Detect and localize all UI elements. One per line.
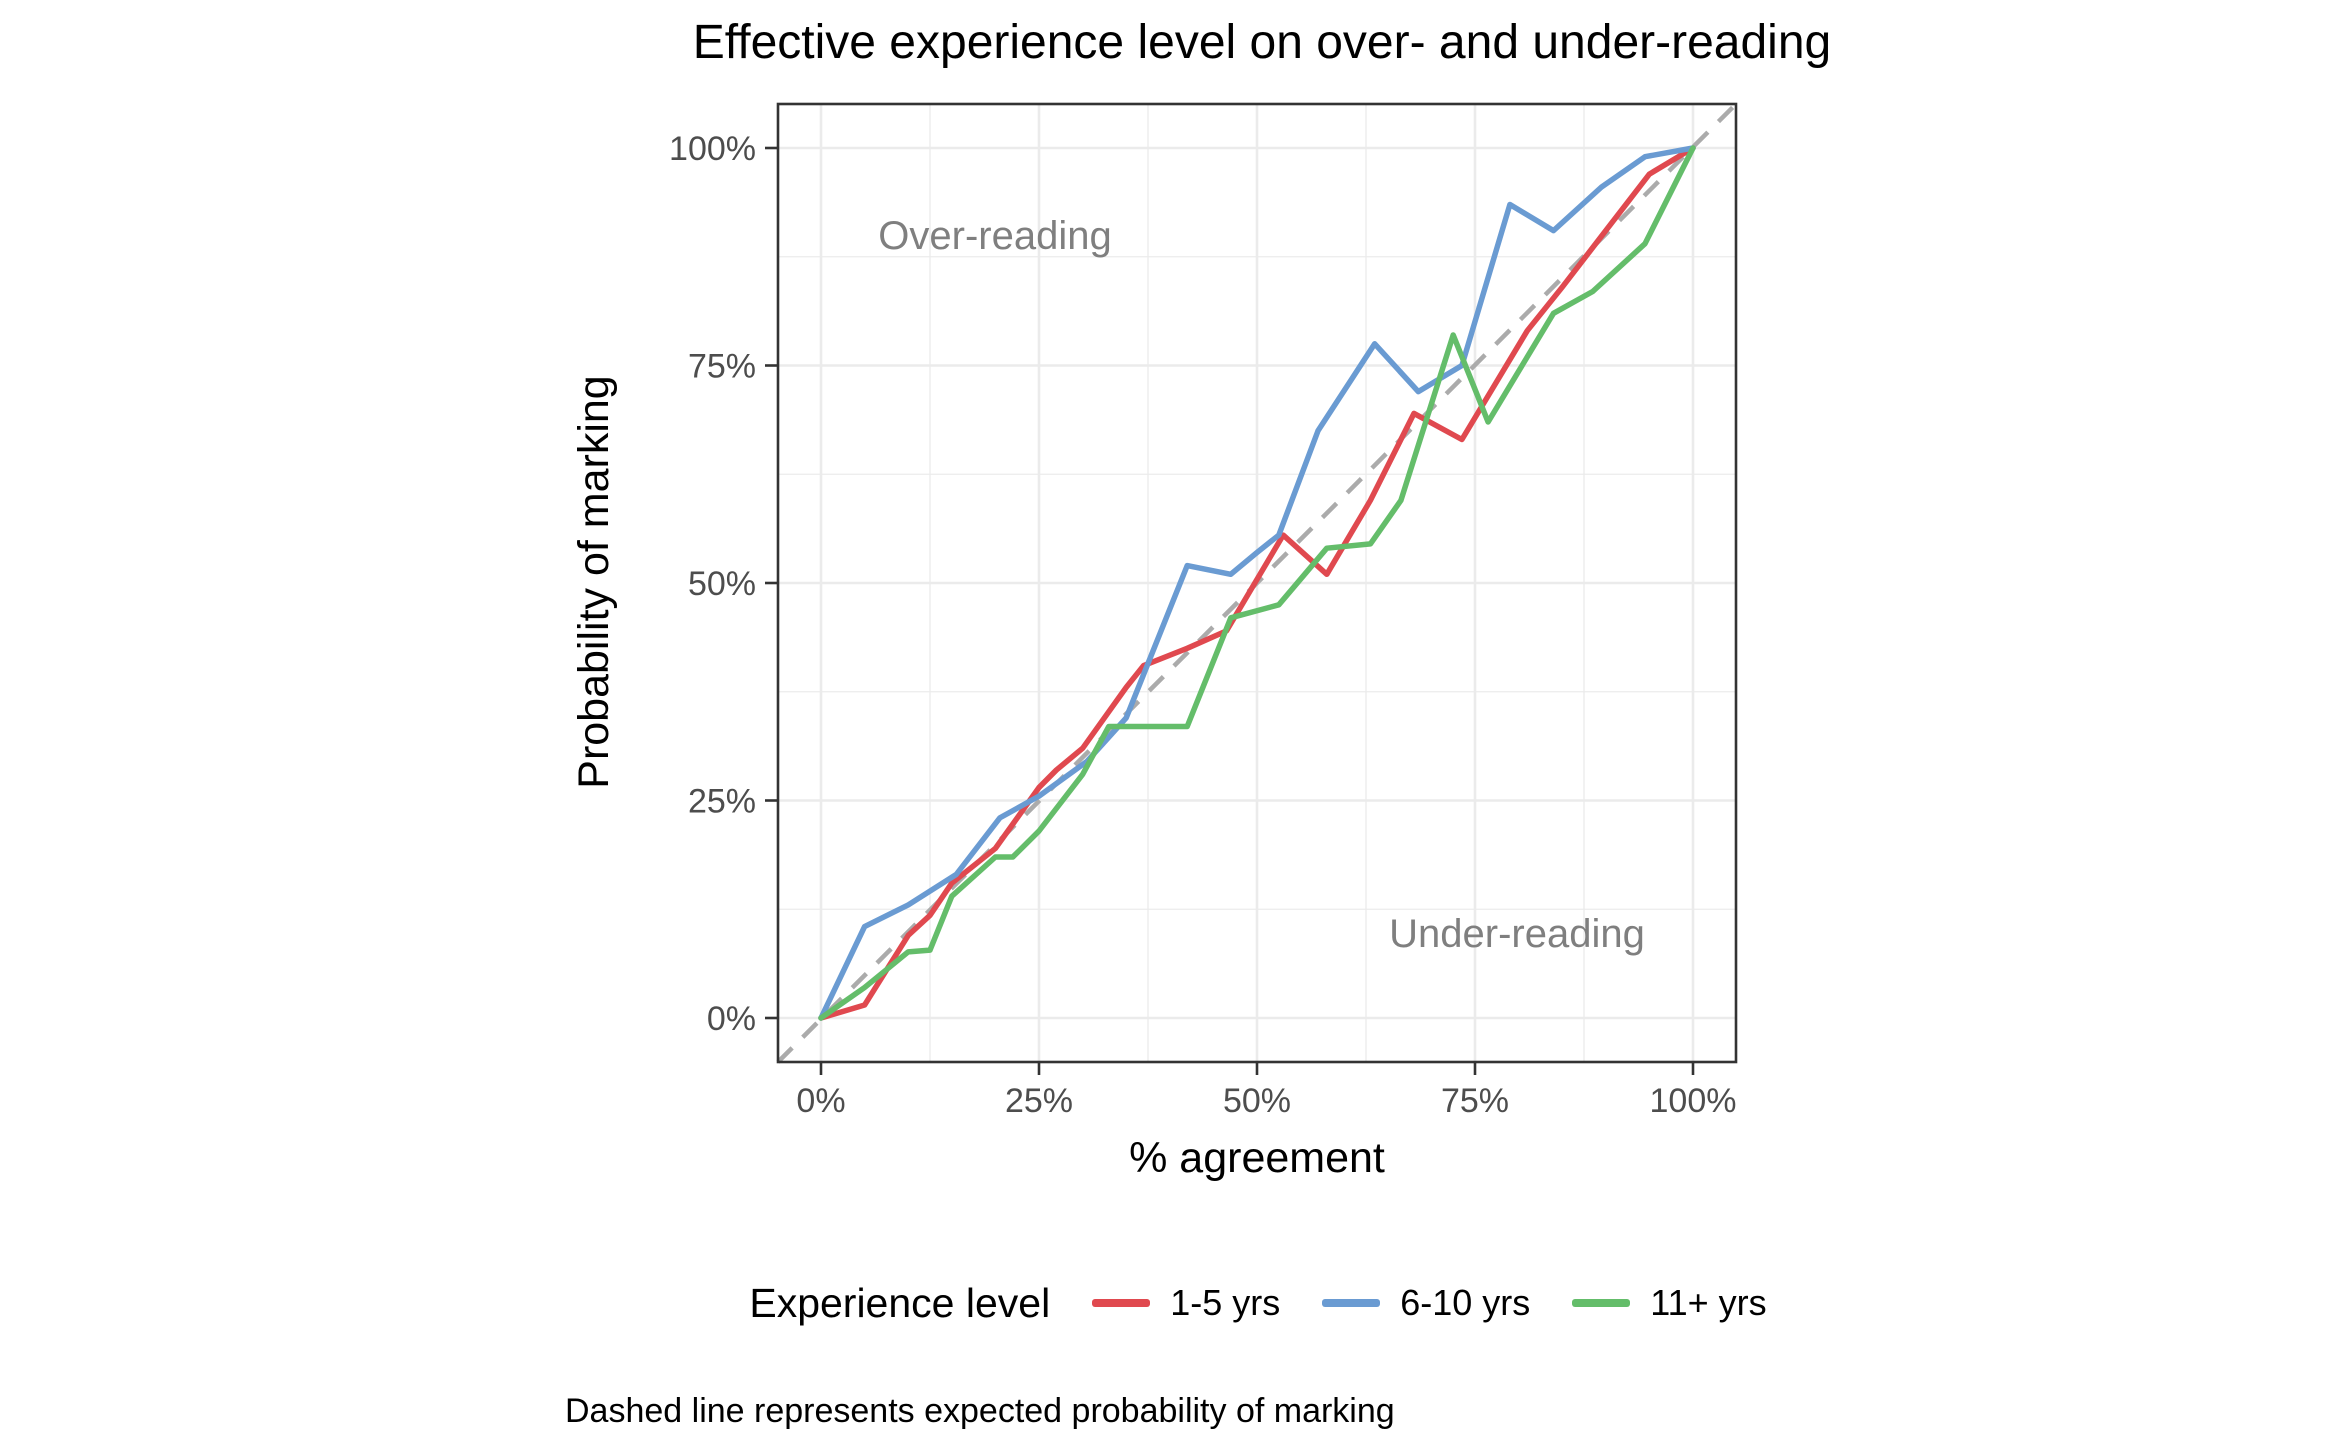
legend-entry: 6-10 yrs [1322, 1282, 1530, 1324]
y-tick-label: 75% [688, 348, 756, 386]
under-reading-annotation: Under-reading [1389, 912, 1645, 956]
x-tick-label: 100% [1650, 1082, 1737, 1120]
chart-title: Effective experience level on over- and … [693, 16, 1831, 69]
legend-entry-label: 1-5 yrs [1170, 1282, 1281, 1323]
y-tick-label: 100% [669, 130, 756, 168]
x-tick-label: 25% [1005, 1082, 1073, 1120]
legend-entry: 11+ yrs [1572, 1282, 1767, 1324]
series-line-11+-yrs [818, 145, 1696, 1021]
series-line-1-5-yrs [818, 145, 1696, 1021]
y-axis-title: Probability of marking [570, 375, 618, 788]
legend-entry-label: 6-10 yrs [1400, 1282, 1531, 1323]
y-tick-label: 25% [688, 783, 756, 821]
x-tick-label: 0% [796, 1082, 845, 1120]
x-tick-label: 50% [1223, 1082, 1291, 1120]
over-reading-annotation: Over-reading [878, 214, 1111, 258]
legend-line-swatch [1322, 1299, 1381, 1307]
y-tick-label: 50% [688, 565, 756, 603]
x-tick-label: 75% [1441, 1082, 1509, 1120]
legend-entry-label: 11+ yrs [1650, 1282, 1767, 1323]
legend-line-swatch [1092, 1299, 1151, 1307]
legend: Experience level 1-5 yrs 6-10 yrs 11+ yr… [658, 1268, 1858, 1338]
legend-line-swatch [1572, 1299, 1631, 1307]
legend-title: Experience level [749, 1279, 1051, 1326]
series-line-6-10-yrs [818, 145, 1696, 1021]
caption: Dashed line represents expected probabil… [565, 1392, 1395, 1430]
plot-panel: 0% 25% 50% 75% 100% 0% 25% 50% 75% 100% [669, 102, 1738, 1120]
legend-entry: 1-5 yrs [1092, 1282, 1280, 1324]
y-tick-label: 0% [707, 1000, 756, 1038]
x-axis-title: % agreement [1129, 1134, 1385, 1182]
